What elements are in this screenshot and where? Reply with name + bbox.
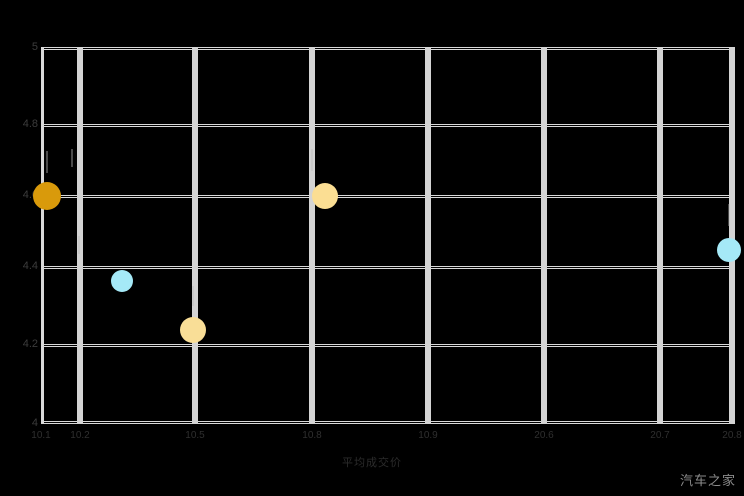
gridline-vertical-0 — [41, 47, 44, 424]
gridline-horizontal-4-4 — [41, 266, 734, 269]
point-leader-line — [192, 286, 194, 306]
gridline-horizontal-5 — [41, 47, 734, 50]
data-point-bubble-5[interactable] — [717, 238, 741, 262]
x-tick-label-4: 10.9 — [418, 430, 438, 441]
gridline-horizontal-4-6 — [41, 195, 734, 198]
x-tick-label-2: 10.5 — [185, 430, 205, 441]
y-tick-label-2: 4.6 — [22, 189, 38, 201]
watermark-autohome: 汽车之家 — [679, 474, 736, 489]
point-leader-line — [78, 236, 80, 254]
gridline-vertical-4 — [425, 47, 431, 424]
data-point-bubble-2[interactable] — [111, 270, 133, 292]
data-point-bubble-3[interactable] — [180, 317, 206, 343]
y-tick-label-4: 4.2 — [22, 338, 38, 350]
y-tick-label-5: 4 — [31, 417, 38, 429]
data-point-bubble-1[interactable] — [33, 182, 61, 210]
plot-area — [33, 47, 741, 424]
gridline-vertical-7 — [729, 47, 735, 424]
x-tick-label-7: 20.8 — [722, 430, 742, 441]
x-axis-title: 平均成交价 — [342, 457, 402, 469]
x-tick-label-3: 10.8 — [302, 430, 322, 441]
gridline-vertical-3 — [309, 47, 315, 424]
gridline-horizontal-4-8 — [41, 124, 734, 127]
gridline-vertical-6 — [657, 47, 663, 424]
point-leader-line — [46, 151, 48, 173]
y-tick-label-1: 4.8 — [22, 118, 38, 130]
x-tick-label-6: 20.7 — [650, 430, 670, 441]
y-tick-label-3: 4.4 — [22, 260, 38, 272]
x-tick-label-5: 20.6 — [534, 430, 554, 441]
point-leader-line — [71, 149, 73, 167]
gridline-vertical-1 — [77, 47, 83, 424]
x-tick-label-1: 10.2 — [70, 430, 90, 441]
y-tick-label-0: 5 — [31, 41, 38, 53]
gridline-vertical-2 — [192, 47, 198, 424]
data-point-bubble-4[interactable] — [312, 183, 338, 209]
gridline-horizontal-4-2 — [41, 344, 734, 347]
point-leader-line — [728, 204, 730, 226]
gridline-horizontal-4 — [41, 421, 734, 424]
point-leader-line — [311, 149, 313, 171]
x-tick-label-0: 10.1 — [31, 430, 51, 441]
gridline-vertical-5 — [541, 47, 547, 424]
